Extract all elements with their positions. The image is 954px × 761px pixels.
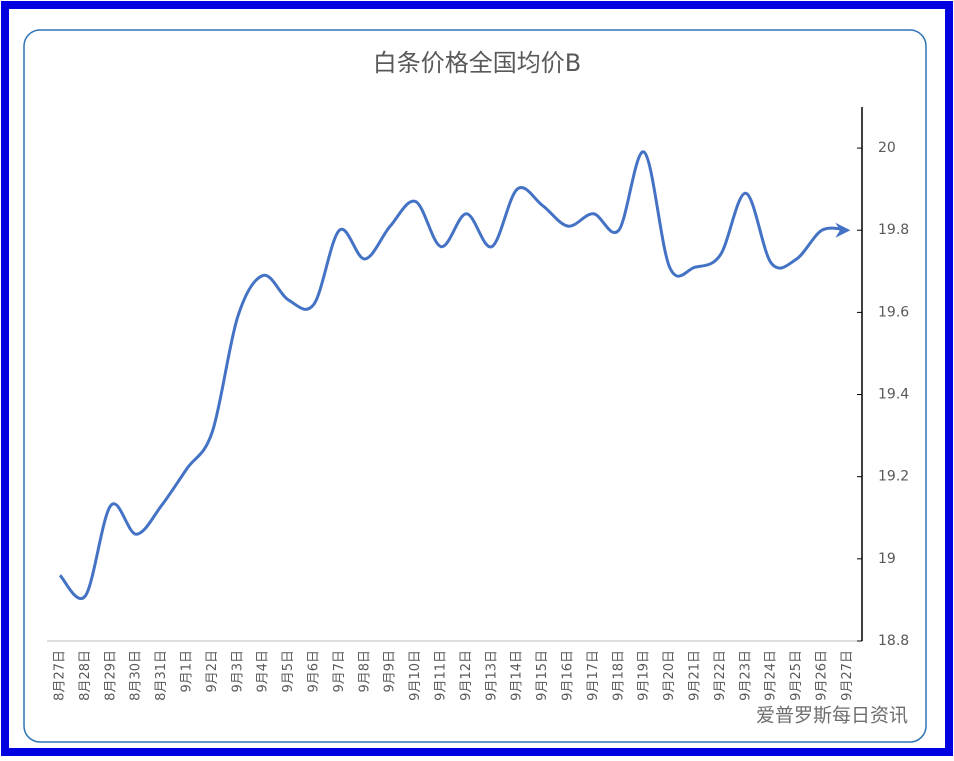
chart-frame [23, 29, 927, 743]
y-tick-label: 19.2 [878, 469, 909, 485]
x-tick-label: 9月14日 [510, 650, 525, 701]
x-tick-label: 9月4日 [256, 650, 271, 693]
x-tick-label: 9月22日 [713, 650, 728, 701]
watermark: 爱普罗斯每日资讯 [756, 705, 908, 727]
x-tick-label: 9月1日 [180, 650, 195, 693]
x-tick-label: 8月28日 [78, 650, 93, 701]
y-tick-label: 19.8 [878, 222, 909, 238]
x-tick-label: 9月24日 [764, 650, 779, 701]
x-tick-label: 9月9日 [383, 650, 398, 693]
x-tick-label: 9月12日 [459, 650, 474, 701]
x-tick-label: 9月11日 [434, 650, 449, 701]
y-tick-label: 20 [878, 140, 896, 156]
x-tick-label: 9月3日 [230, 650, 245, 693]
x-tick-label: 9月26日 [815, 650, 830, 701]
x-tick-label: 9月20日 [662, 650, 677, 701]
x-tick-label: 9月19日 [637, 650, 652, 701]
x-tick-label: 9月8日 [357, 650, 372, 693]
x-tick-label: 9月6日 [307, 650, 322, 693]
x-tick-label: 9月18日 [611, 650, 626, 701]
x-tick-label: 9月15日 [535, 650, 550, 701]
x-tick-label: 9月5日 [281, 650, 296, 693]
x-tick-label: 8月30日 [129, 650, 144, 701]
y-tick-label: 19.6 [878, 304, 909, 320]
x-tick-label: 9月27日 [840, 650, 855, 701]
x-tick-label: 8月31日 [154, 650, 169, 701]
x-tick-label: 9月10日 [408, 650, 423, 701]
x-tick-label: 9月21日 [688, 650, 703, 701]
x-tick-label: 9月13日 [484, 650, 499, 701]
x-tick-label: 9月7日 [332, 650, 347, 693]
line-series [58, 150, 851, 600]
x-tick-label: 9月23日 [738, 650, 753, 701]
x-tick-label: 9月16日 [561, 650, 576, 701]
y-tick-label: 19 [878, 551, 896, 567]
x-tick-label: 9月17日 [586, 650, 601, 701]
x-tick-label: 9月2日 [205, 650, 220, 693]
chart-title: 白条价格全国均价B [373, 49, 581, 77]
y-tick-label: 19.4 [878, 387, 909, 403]
x-tick-label: 9月25日 [789, 650, 804, 701]
y-tick-label: 18.8 [878, 633, 909, 649]
x-tick-label: 8月29日 [103, 650, 118, 701]
x-tick-label: 8月27日 [53, 650, 68, 701]
